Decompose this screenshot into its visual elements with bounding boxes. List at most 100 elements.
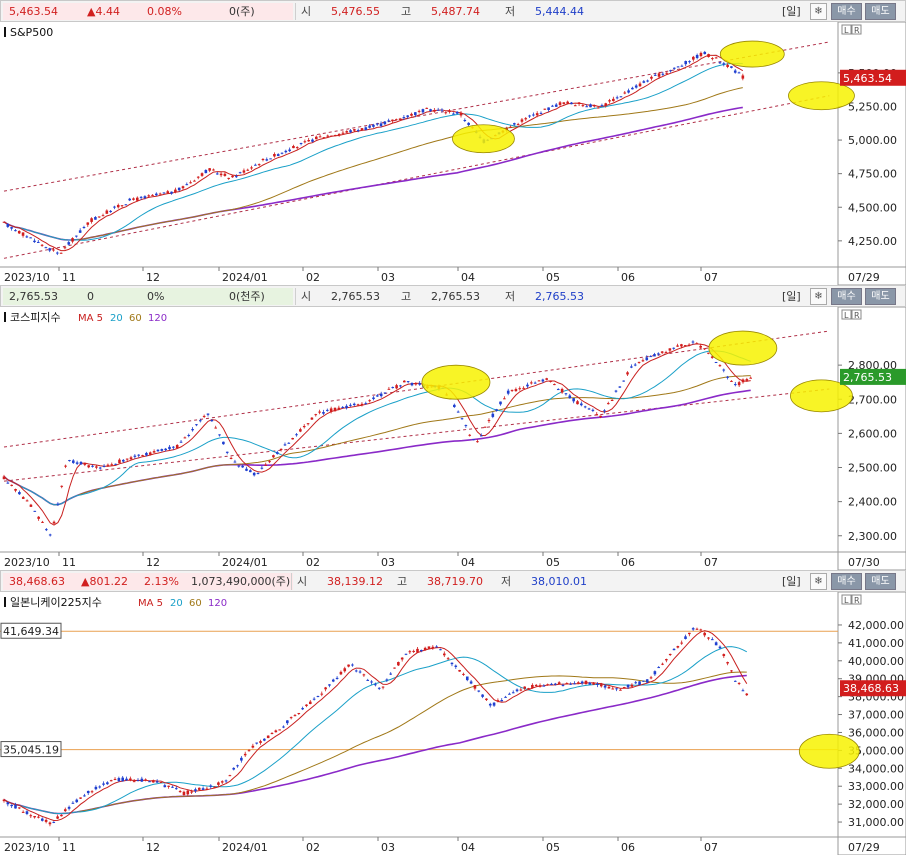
candle [530,380,533,385]
candle [585,104,588,108]
settings-icon[interactable]: ❄ [810,288,827,305]
sell-button[interactable]: 매도 [865,288,896,305]
candle [420,649,423,653]
candle [307,137,310,142]
candle [619,688,622,691]
candle [86,790,90,795]
candle [417,109,421,114]
candle [730,669,733,673]
candle [599,682,603,688]
candle [148,451,152,456]
candle [495,408,498,412]
candle [389,672,392,676]
candle [229,456,233,460]
candle [2,798,6,803]
axis-toggle-icon[interactable] [851,24,862,35]
candle [299,142,303,146]
sell-button[interactable]: 매도 [865,573,896,590]
candle [268,460,271,464]
candle [653,670,657,676]
x-tick-label: 2023/10 [4,841,50,854]
candle [537,380,541,382]
axis-toggle-icon[interactable] [841,309,852,320]
candle [68,459,71,462]
settings-icon[interactable]: ❄ [810,573,827,590]
candle [324,686,327,692]
sell-button[interactable]: 매도 [865,3,896,20]
candle [433,108,436,113]
axis-toggle-icon[interactable] [851,309,862,320]
candle [587,407,591,410]
period-selector[interactable]: [일] [782,575,801,588]
candle [249,469,252,473]
candle [479,433,483,437]
x-tick-label: 11 [62,271,76,284]
candle [703,348,706,351]
buy-button[interactable]: 매수 [831,573,862,590]
candle [260,465,264,470]
candle [238,171,242,174]
candle [568,393,572,399]
candle [167,785,170,789]
axis-toggle-icon[interactable] [841,24,852,35]
price-change: 0 [87,290,94,303]
buy-button[interactable]: 매수 [831,3,862,20]
candle [75,460,79,466]
low-label: 저 [505,5,516,18]
candle [626,371,629,377]
candle [280,152,284,155]
x-tick-label: 03 [381,556,395,569]
candle [181,185,185,191]
candle [465,676,469,682]
candle [695,53,699,60]
candle [322,137,326,139]
last-price-tag [840,368,906,385]
candle [95,465,98,470]
chart-background [0,592,906,855]
candle [680,64,684,67]
trend-channel-line [3,388,830,482]
candle [235,174,238,178]
ma-legend-item: 20 [110,313,123,324]
axis-toggle-icon[interactable] [841,594,852,605]
settings-icon[interactable]: ❄ [810,3,827,20]
candle [292,144,295,149]
candle [356,403,360,407]
x-tick-label: 04 [461,556,475,569]
candle [136,778,140,782]
candle [460,417,464,420]
buy-button[interactable]: 매수 [831,288,862,305]
candle [406,381,410,384]
candle [642,680,645,682]
candle [714,361,718,364]
y-tick-label: 5,000.00 [848,134,897,147]
candle [400,657,404,662]
last-price: 5,463.54 [9,5,58,18]
candle [683,344,687,347]
candle [573,681,576,685]
candle [25,499,29,502]
candle [614,389,618,393]
candle [596,106,600,109]
period-selector[interactable]: [일] [782,5,801,18]
candle [334,134,337,137]
x-tick-label: 07 [704,271,718,284]
candle [649,675,653,680]
period-selector[interactable]: [일] [782,290,801,303]
x-tick-label: 2023/10 [4,556,50,569]
quote-highlight [3,288,293,305]
candle [546,683,549,686]
candle [295,146,299,150]
y-tick-label: 5,250.00 [848,100,897,113]
candle [196,176,200,180]
candle [141,454,144,457]
percent-change: 2.13% [144,575,179,588]
candle [446,656,450,660]
trend-channel-line [3,95,830,259]
candle [139,196,143,200]
candle [557,681,561,685]
axis-toggle-icon[interactable] [851,594,862,605]
candle [256,472,260,475]
candle [668,653,672,656]
candle [569,682,572,685]
